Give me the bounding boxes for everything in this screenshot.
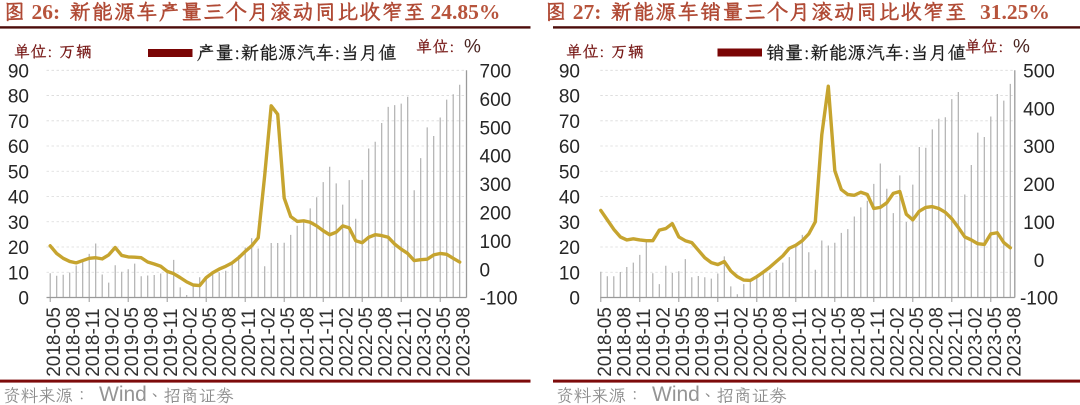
svg-text:2020-08: 2020-08 (220, 307, 241, 377)
svg-text:2023-08: 2023-08 (1004, 307, 1025, 377)
svg-text:2019-08: 2019-08 (692, 307, 713, 377)
svg-text:2018-05: 2018-05 (44, 307, 65, 377)
svg-text:2023-05: 2023-05 (434, 307, 455, 377)
svg-text:50: 50 (8, 162, 29, 183)
svg-text:2018-11: 2018-11 (634, 308, 655, 376)
svg-text:2022-08: 2022-08 (376, 307, 397, 377)
svg-text:700: 700 (480, 62, 512, 83)
svg-text:2022-05: 2022-05 (356, 307, 377, 377)
svg-text:2020-11: 2020-11 (790, 308, 811, 376)
svg-text:40: 40 (8, 188, 29, 209)
svg-text:2022-05: 2022-05 (907, 307, 928, 377)
svg-text:10: 10 (559, 263, 580, 284)
svg-text:2020-02: 2020-02 (731, 307, 752, 377)
svg-text:0: 0 (569, 289, 580, 310)
svg-text:2022-02: 2022-02 (337, 307, 358, 377)
svg-text:400: 400 (480, 147, 512, 168)
svg-text:2021-11: 2021-11 (868, 308, 889, 376)
svg-text:2020-05: 2020-05 (751, 307, 772, 377)
svg-text:2022-11: 2022-11 (395, 308, 416, 376)
svg-text:%: % (464, 37, 481, 58)
svg-text:200: 200 (1023, 175, 1055, 196)
svg-text:2021-02: 2021-02 (809, 307, 830, 377)
svg-text:2019-11: 2019-11 (161, 308, 182, 376)
svg-text:24.85%: 24.85% (431, 0, 501, 24)
svg-text:20: 20 (8, 238, 29, 259)
svg-text:2020-08: 2020-08 (770, 307, 791, 377)
svg-text:2021-05: 2021-05 (278, 307, 299, 377)
svg-text:2021-05: 2021-05 (829, 307, 850, 377)
svg-text:20: 20 (559, 238, 580, 259)
svg-text:-100: -100 (1020, 289, 1058, 310)
svg-text:2021-08: 2021-08 (848, 307, 869, 377)
svg-text:2022-02: 2022-02 (887, 307, 908, 377)
svg-text:2019-08: 2019-08 (142, 307, 163, 377)
svg-text:Wind: Wind (99, 383, 147, 405)
svg-text:600: 600 (480, 90, 512, 111)
svg-text:2020-02: 2020-02 (181, 307, 202, 377)
svg-text:2022-08: 2022-08 (926, 307, 947, 377)
svg-text:90: 90 (8, 62, 29, 83)
svg-text:2022-11: 2022-11 (946, 308, 967, 376)
svg-text:70: 70 (559, 112, 580, 133)
svg-text:2018-08: 2018-08 (64, 307, 85, 377)
svg-text:2019-11: 2019-11 (712, 308, 733, 376)
svg-text:500: 500 (1023, 62, 1055, 83)
svg-text:2023-05: 2023-05 (985, 307, 1006, 377)
svg-text:0: 0 (18, 289, 29, 310)
svg-text:2019-05: 2019-05 (673, 307, 694, 377)
svg-text:2018-08: 2018-08 (614, 307, 635, 377)
svg-text:2021-08: 2021-08 (298, 307, 319, 377)
svg-text:60: 60 (8, 137, 29, 158)
svg-text:2023-02: 2023-02 (415, 307, 436, 377)
svg-text:50: 50 (559, 162, 580, 183)
svg-text:2021-02: 2021-02 (259, 307, 280, 377)
svg-text:0: 0 (480, 260, 491, 281)
svg-text:60: 60 (559, 137, 580, 158)
svg-text:30: 30 (8, 213, 29, 234)
svg-text:2020-11: 2020-11 (239, 308, 260, 376)
svg-text:2019-02: 2019-02 (653, 307, 674, 377)
svg-text:300: 300 (480, 175, 512, 196)
svg-text:2018-11: 2018-11 (83, 308, 104, 376)
svg-text:2019-05: 2019-05 (122, 307, 143, 377)
svg-text:70: 70 (8, 112, 29, 133)
svg-text:200: 200 (480, 204, 512, 225)
svg-text:2023-08: 2023-08 (454, 307, 475, 377)
svg-text:90: 90 (559, 62, 580, 83)
svg-text:31.25%: 31.25% (980, 0, 1050, 24)
svg-text:100: 100 (1023, 213, 1055, 234)
svg-text:0: 0 (1034, 251, 1045, 272)
svg-text:2020-05: 2020-05 (200, 307, 221, 377)
svg-text:-100: -100 (480, 289, 518, 310)
svg-text:2018-05: 2018-05 (595, 307, 616, 377)
svg-text:10: 10 (8, 263, 29, 284)
svg-text:300: 300 (1023, 137, 1055, 158)
svg-text:40: 40 (559, 188, 580, 209)
svg-text:30: 30 (559, 213, 580, 234)
svg-text:400: 400 (1023, 99, 1055, 120)
svg-text:2021-11: 2021-11 (317, 308, 338, 376)
svg-text:2019-02: 2019-02 (103, 307, 124, 377)
svg-text:500: 500 (480, 118, 512, 139)
svg-text:2023-02: 2023-02 (965, 307, 986, 377)
svg-text:%: % (1013, 37, 1030, 58)
svg-text:27:: 27: (573, 0, 602, 24)
svg-text:80: 80 (559, 87, 580, 108)
svg-text:26:: 26: (32, 0, 61, 24)
svg-text:100: 100 (480, 232, 512, 253)
svg-text:80: 80 (8, 87, 29, 108)
svg-text:Wind: Wind (652, 383, 700, 405)
